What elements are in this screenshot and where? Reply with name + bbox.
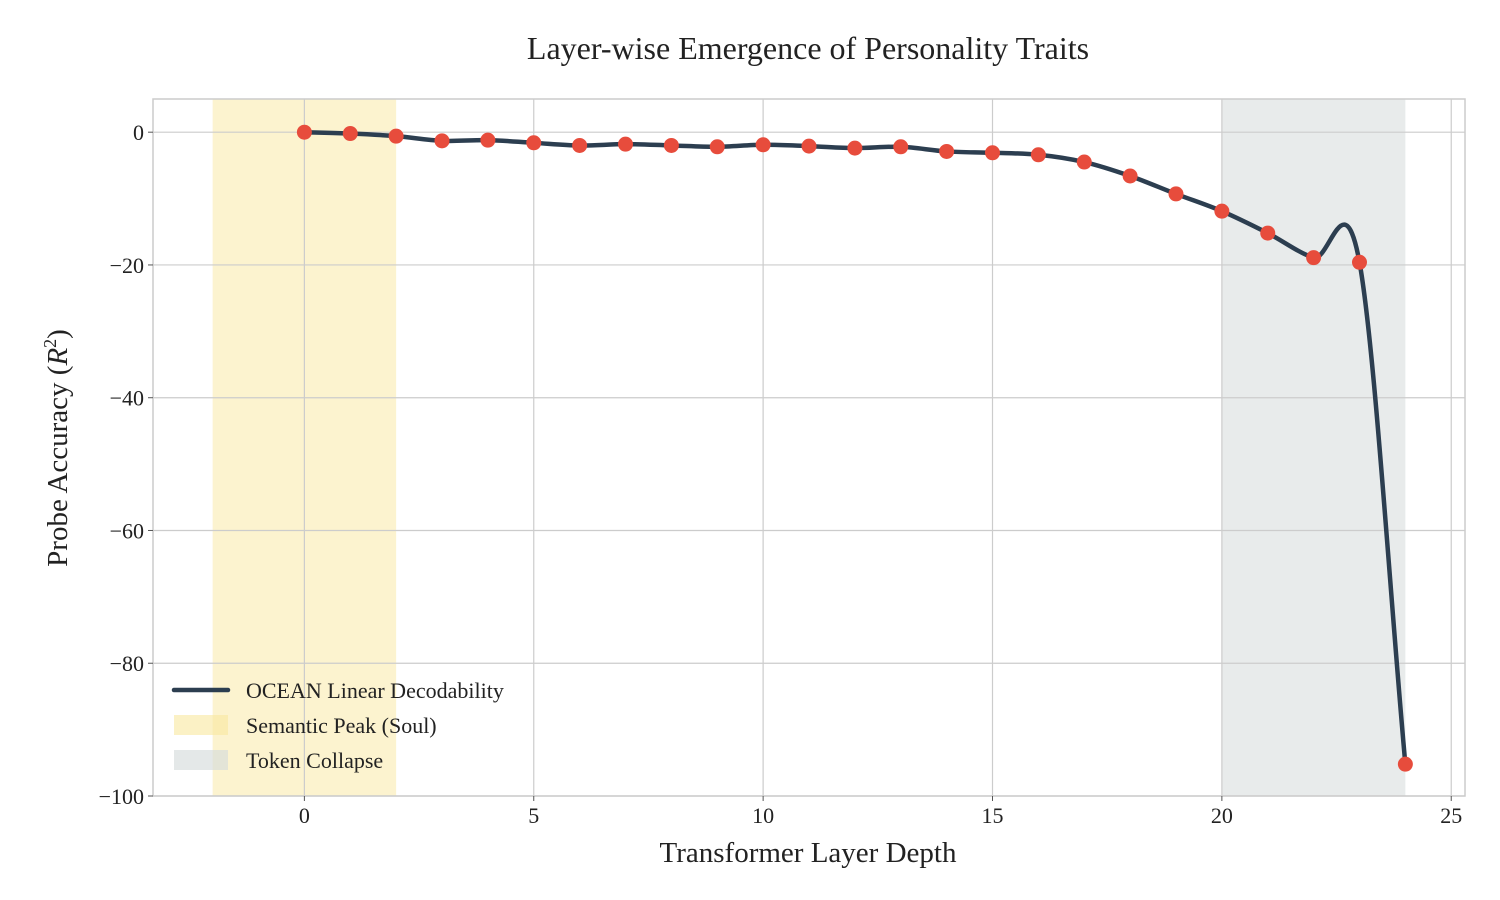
x-tick-label: 20 bbox=[1211, 803, 1233, 828]
data-point bbox=[801, 138, 817, 154]
data-point bbox=[893, 139, 909, 155]
y-axis-ticks: 0 −20 −40 −60 −80 −100 bbox=[99, 120, 153, 809]
x-tick-label: 0 bbox=[299, 803, 310, 828]
data-point bbox=[1168, 186, 1184, 202]
data-point bbox=[1030, 147, 1046, 163]
data-point bbox=[572, 137, 588, 153]
y-axis-label-close: ) bbox=[42, 329, 74, 339]
y-axis-label-main: Probe Accuracy ( bbox=[42, 366, 74, 567]
plot-frame bbox=[152, 98, 1466, 797]
data-point bbox=[939, 143, 955, 159]
data-point bbox=[388, 128, 404, 144]
x-axis-ticks: 0 5 10 15 20 25 bbox=[299, 796, 1462, 828]
shaded-span-2 bbox=[1221, 99, 1406, 796]
legend-label-span-1: Semantic Peak (Soul) bbox=[246, 713, 437, 738]
legend-label-span-2: Token Collapse bbox=[246, 748, 383, 773]
data-point bbox=[984, 145, 1000, 161]
data-point bbox=[296, 124, 312, 140]
data-point bbox=[1306, 250, 1322, 266]
x-tick-label: 15 bbox=[981, 803, 1003, 828]
data-point bbox=[1076, 154, 1092, 170]
y-axis-label-symbol: R bbox=[42, 348, 74, 367]
data-point bbox=[1122, 168, 1138, 184]
y-tick-label: −80 bbox=[110, 651, 144, 676]
data-point bbox=[1397, 756, 1413, 772]
y-tick-label: −60 bbox=[110, 518, 144, 543]
legend-swatch-span-2 bbox=[174, 750, 228, 770]
data-point bbox=[618, 136, 634, 152]
data-point bbox=[755, 137, 771, 153]
y-tick-label: −20 bbox=[110, 253, 144, 278]
data-point bbox=[342, 126, 358, 142]
x-tick-label: 5 bbox=[528, 803, 539, 828]
y-tick-label: −100 bbox=[99, 784, 144, 809]
legend-swatch-span-1 bbox=[174, 715, 228, 735]
data-point bbox=[709, 139, 725, 155]
series-group bbox=[296, 124, 1413, 772]
data-point bbox=[480, 132, 496, 148]
y-tick-label: 0 bbox=[133, 120, 144, 145]
data-point bbox=[663, 137, 679, 153]
legend: OCEAN Linear Decodability Semantic Peak (… bbox=[171, 678, 504, 773]
y-axis-label-superscript: 2 bbox=[40, 339, 60, 348]
x-axis-label: Transformer Layer Depth bbox=[660, 837, 957, 869]
data-point bbox=[526, 135, 542, 151]
data-point bbox=[1214, 203, 1230, 219]
chart-title: Layer-wise Emergence of Personality Trai… bbox=[527, 30, 1089, 66]
x-tick-label: 25 bbox=[1440, 803, 1462, 828]
legend-label-series: OCEAN Linear Decodability bbox=[246, 678, 504, 703]
y-axis-label: Probe Accuracy (R2) bbox=[40, 329, 74, 567]
y-tick-label: −40 bbox=[110, 386, 144, 411]
data-point bbox=[847, 140, 863, 156]
data-point bbox=[1260, 225, 1276, 241]
data-point bbox=[1351, 254, 1367, 270]
data-point bbox=[434, 133, 450, 149]
x-tick-label: 10 bbox=[752, 803, 774, 828]
